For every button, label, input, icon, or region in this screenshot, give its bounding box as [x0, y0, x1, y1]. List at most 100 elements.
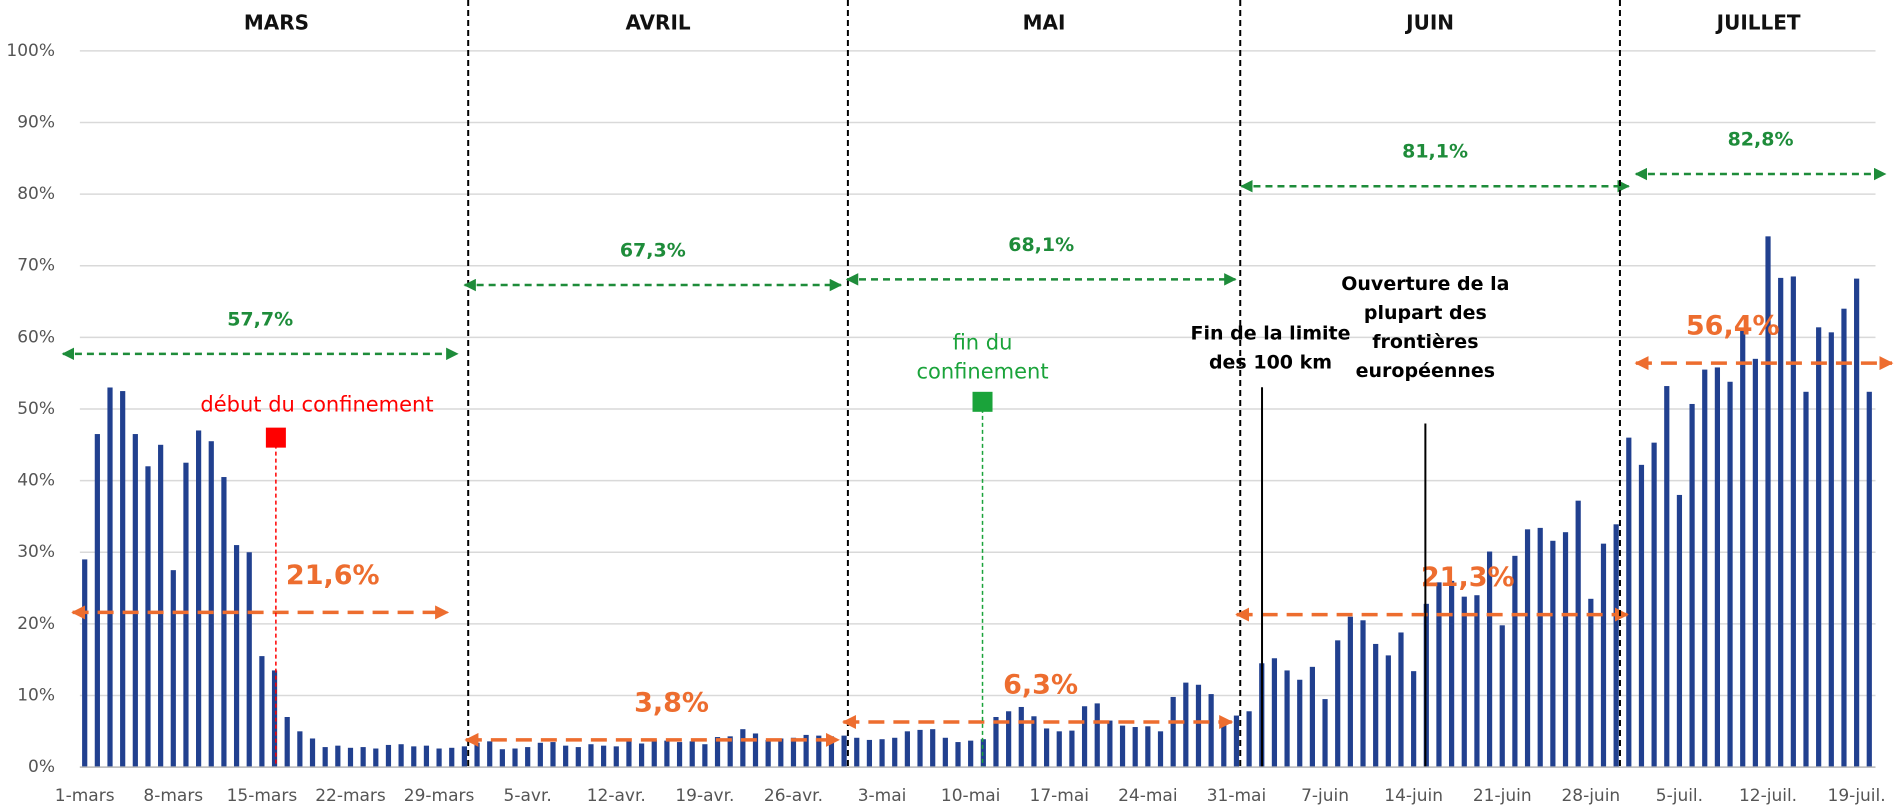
- bar: [980, 739, 986, 768]
- bar: [1828, 332, 1834, 768]
- bar: [1157, 731, 1164, 768]
- bar: [1385, 655, 1391, 768]
- y-tick-label: 90%: [17, 112, 55, 132]
- monthly-average-label: 81,1%: [1402, 141, 1468, 163]
- bar: [82, 559, 88, 768]
- bar: [525, 747, 531, 768]
- bar: [461, 746, 467, 768]
- bar: [1081, 706, 1088, 768]
- monthly-average-label: 68,1%: [1008, 234, 1074, 256]
- x-tick-label: 19-avr.: [675, 786, 734, 806]
- bar: [233, 545, 240, 768]
- event-label: confinement: [916, 360, 1048, 384]
- x-tick-label: 12-avr.: [587, 786, 646, 806]
- bar: [1221, 719, 1227, 768]
- bar: [1297, 679, 1303, 768]
- y-tick-label: 40%: [17, 471, 55, 491]
- bar: [271, 670, 278, 768]
- y-tick-label: 100%: [6, 41, 55, 61]
- bar: [892, 737, 898, 768]
- bar: [436, 748, 442, 768]
- bar: [259, 656, 265, 768]
- bar: [373, 748, 379, 768]
- bar: [1132, 727, 1138, 768]
- bar: [841, 735, 847, 768]
- y-tick-label: 20%: [17, 614, 55, 634]
- bar: [284, 716, 290, 768]
- bar: [740, 729, 746, 768]
- bar: [423, 745, 430, 768]
- event-label: européennes: [1356, 360, 1495, 382]
- bar: [385, 744, 392, 768]
- bar: [1512, 555, 1518, 768]
- bar: [107, 387, 113, 768]
- monthly-average-label: 67,3%: [620, 240, 686, 262]
- bar: [714, 737, 721, 768]
- x-tick-label: 21-juin: [1473, 786, 1532, 806]
- bar: [1094, 703, 1100, 768]
- bar: [309, 738, 316, 768]
- bar: [1740, 330, 1746, 768]
- bar: [676, 742, 683, 768]
- y-tick-label: 80%: [17, 184, 55, 204]
- x-tick-label: 28-juin: [1561, 786, 1620, 806]
- bar: [246, 552, 252, 768]
- bar: [613, 746, 619, 768]
- bar: [1373, 643, 1379, 768]
- y-tick-label: 60%: [17, 327, 55, 347]
- event-label: fin du: [953, 331, 1013, 355]
- x-tick-label: 1-mars: [55, 786, 115, 806]
- bar: [778, 738, 784, 768]
- bar: [158, 444, 164, 768]
- period-average-label: 3,8%: [634, 687, 709, 718]
- x-tick-label: 31-mai: [1207, 786, 1266, 806]
- bar: [360, 747, 366, 768]
- month-label: JUILLET: [1715, 11, 1801, 35]
- bar: [1335, 640, 1341, 768]
- bar: [1195, 684, 1202, 768]
- bar: [702, 744, 708, 768]
- bar: [790, 737, 797, 768]
- bar: [322, 747, 328, 768]
- bar: [1651, 442, 1657, 768]
- bar: [993, 716, 999, 768]
- x-tick-label: 24-mai: [1118, 786, 1177, 806]
- bar: [942, 737, 948, 768]
- y-tick-label: 10%: [17, 686, 55, 706]
- bar: [1778, 277, 1784, 768]
- bar: [828, 736, 835, 768]
- bar: [1550, 540, 1556, 768]
- bar: [1309, 666, 1315, 768]
- x-tick-label: 3-mai: [858, 786, 907, 806]
- bar: [879, 739, 885, 768]
- bar: [208, 441, 214, 768]
- y-tick-label: 70%: [17, 256, 55, 276]
- bar: [575, 747, 581, 768]
- bar: [1588, 598, 1594, 768]
- bar: [1841, 308, 1847, 768]
- bar: [1664, 386, 1670, 768]
- bar: [1322, 699, 1328, 768]
- x-tick-label: 17-mai: [1030, 786, 1089, 806]
- bar: [347, 747, 354, 768]
- bar: [1107, 720, 1113, 768]
- bar: [120, 391, 126, 768]
- bar: [1638, 464, 1645, 768]
- x-tick-label: 8-mars: [143, 786, 203, 806]
- bar: [512, 748, 518, 768]
- month-label: MARS: [244, 11, 309, 35]
- bar: [94, 434, 100, 768]
- bar: [930, 729, 936, 768]
- bar: [803, 734, 809, 768]
- bar: [145, 466, 151, 768]
- bar: [1752, 358, 1758, 768]
- y-tick-label: 50%: [17, 399, 55, 419]
- bar: [1714, 367, 1721, 768]
- bar: [752, 733, 759, 768]
- bar: [1056, 731, 1062, 768]
- bar: [1119, 725, 1126, 768]
- bar: [866, 739, 873, 768]
- bar: [955, 742, 961, 768]
- bar: [1854, 278, 1860, 768]
